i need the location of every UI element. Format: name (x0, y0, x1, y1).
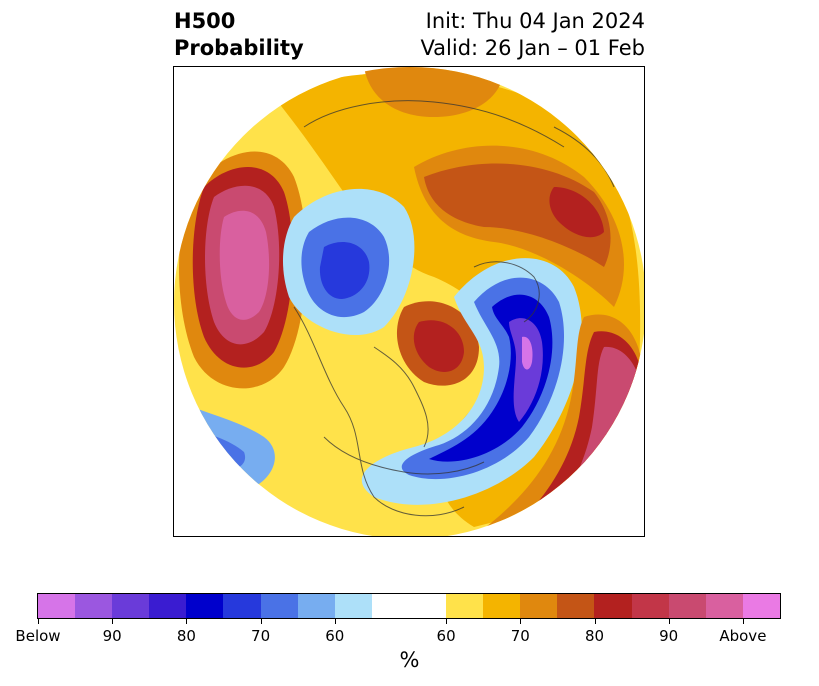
colorbar-swatch (446, 594, 484, 618)
title-line-1: H500 (174, 9, 236, 33)
colorbar-tick-label: 90 (102, 627, 122, 645)
colorbar-tick-label: 60 (436, 627, 456, 645)
colorbar-tick (594, 619, 596, 624)
colorbar-tick-label: 90 (659, 627, 679, 645)
title-line-2: Probability (174, 36, 304, 60)
colorbar-tick-label: 70 (251, 627, 271, 645)
shade-below-80-west (319, 242, 370, 299)
colorbar-tick (446, 619, 448, 624)
colorbar-tick (742, 619, 744, 624)
colorbar (37, 593, 781, 619)
colorbar-tick-label: 60 (325, 627, 345, 645)
shade-below-90-east (509, 318, 543, 422)
colorbar-unit-label: % (399, 648, 420, 672)
colorbar-swatch (260, 594, 298, 618)
colorbar-swatch (668, 594, 706, 618)
colorbar-swatch (742, 594, 780, 618)
forecast-dates: Init: Thu 04 Jan 2024 Valid: 26 Jan – 01… (420, 8, 645, 62)
colorbar-tick (520, 619, 522, 624)
colorbar-tick (260, 619, 262, 624)
colorbar-swatch (520, 594, 558, 618)
map-svg (174, 67, 644, 536)
colorbar-tick-label: 80 (176, 627, 196, 645)
shade-below-extreme (522, 336, 533, 370)
colorbar-tick (112, 619, 114, 624)
colorbar-swatch (371, 594, 447, 618)
colorbar-swatch (631, 594, 669, 618)
colorbar-tick (38, 619, 39, 624)
shade-greenland-90 (413, 320, 464, 372)
colorbar-swatch (594, 594, 632, 618)
colorbar-swatch (334, 594, 372, 618)
probability-map (173, 66, 645, 537)
valid-range: Valid: 26 Jan – 01 Feb (420, 36, 645, 60)
colorbar-tick-label: Below (15, 627, 61, 645)
colorbar-tick-label: 80 (584, 627, 605, 645)
colorbar-swatch (557, 594, 595, 618)
colorbar-tick (334, 619, 336, 624)
init-date: Init: Thu 04 Jan 2024 (425, 9, 645, 33)
colorbar-swatch (38, 594, 76, 618)
colorbar-swatch (75, 594, 113, 618)
shade-pacific-above (219, 210, 270, 320)
colorbar-tick (668, 619, 670, 624)
colorbar-swatch (149, 594, 187, 618)
colorbar-swatch (112, 594, 150, 618)
colorbar-tick-label: Above (719, 627, 767, 645)
colorbar-swatch (297, 594, 335, 618)
map-title: H500 Probability (174, 8, 304, 62)
colorbar-swatch (483, 594, 521, 618)
colorbar-swatch (186, 594, 224, 618)
colorbar-tick (186, 619, 188, 624)
coastlines (293, 100, 615, 517)
colorbar-ticks: Below 90 80 70 60 60 70 80 90 Above (0, 619, 819, 649)
shade-high-siberia (549, 187, 604, 238)
colorbar-swatch (705, 594, 743, 618)
colorbar-swatch (223, 594, 261, 618)
shade-asia-cap (364, 67, 504, 117)
colorbar-tick-label: 70 (510, 627, 530, 645)
